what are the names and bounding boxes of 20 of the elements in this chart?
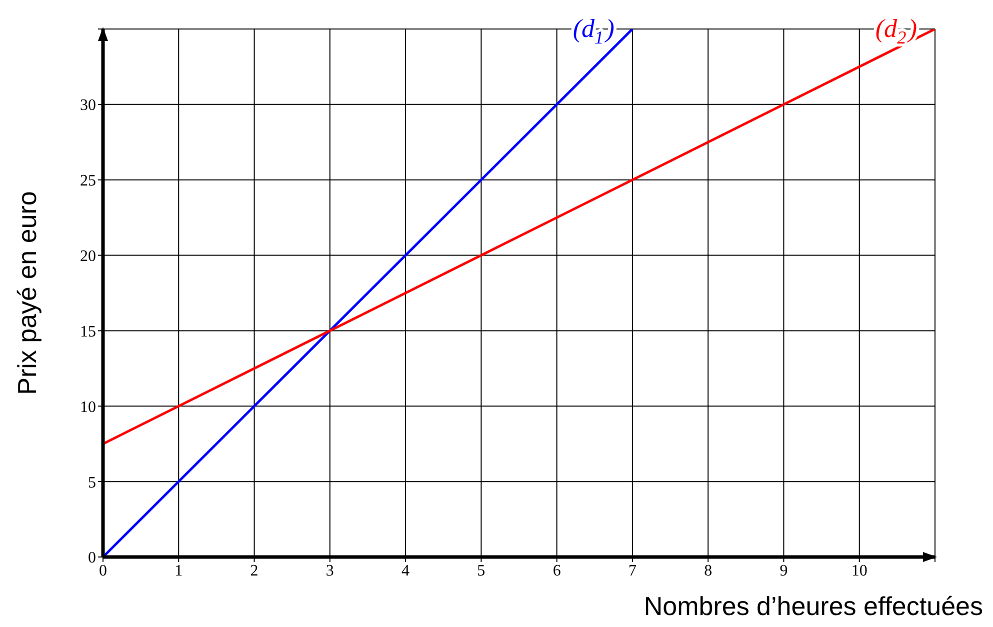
y-axis-title: Prix payé en euro	[12, 191, 42, 395]
x-tick-label: 8	[704, 562, 712, 580]
x-tick-label: 0	[99, 562, 107, 580]
x-tick-label: 1	[174, 562, 183, 580]
y-tick-label: 10	[80, 398, 96, 416]
y-tick-label: 15	[80, 323, 96, 340]
y-tick-label: 25	[80, 172, 96, 190]
x-tick-label: 4	[402, 562, 410, 580]
y-tick-label: 0	[88, 550, 96, 567]
x-tick-label: 7	[628, 562, 636, 580]
x-tick-label: 3	[326, 562, 334, 580]
y-tick-label: 20	[80, 248, 96, 265]
y-tick-label: 5	[88, 474, 96, 492]
x-axis-title: Nombres d’heures effectuées	[644, 591, 983, 621]
y-tick-label: 30	[80, 97, 96, 114]
x-tick-label: 6	[552, 562, 561, 580]
x-tick-label: 2	[250, 562, 258, 580]
x-tick-label: 5	[477, 562, 486, 580]
x-tick-label: 10	[851, 562, 868, 580]
x-tick-label: 9	[780, 562, 788, 580]
